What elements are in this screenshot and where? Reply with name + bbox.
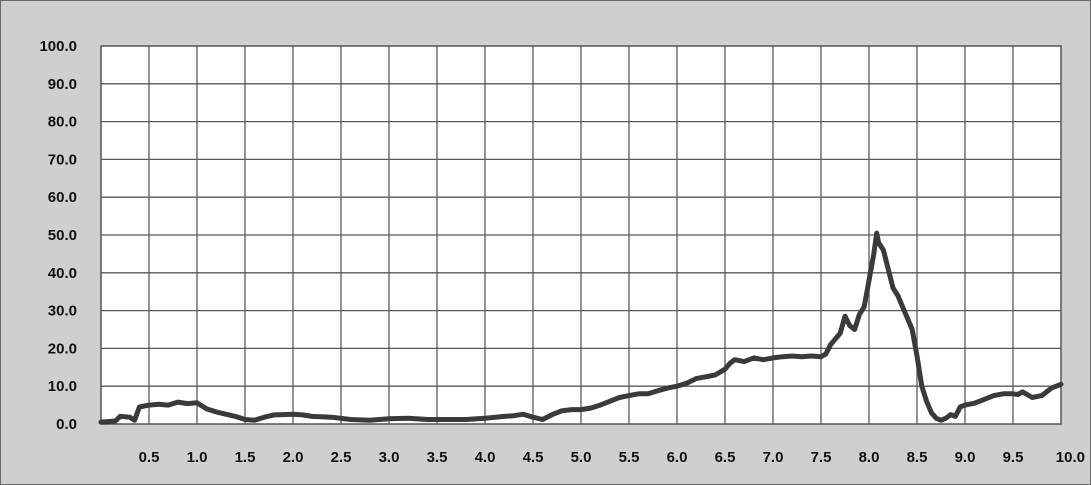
- y-tick-label: 0.0: [56, 416, 77, 433]
- x-tick-label: 3.0: [379, 449, 400, 466]
- x-tick-label: 3.5: [427, 449, 448, 466]
- y-axis-tick-labels: 0.0 10.0 20.0 30.0 40.0 50.0 60.0 70.0 80.0 90.0 1…: [39, 38, 77, 433]
- x-axis-tick-labels: 0.5 1.0 1.5 2.0 2.5 3.0 3.5 4.0 4.5 5.0 5.5 6.0 6.5 7…: [139, 449, 1085, 466]
- y-tick-label: 30.0: [48, 303, 77, 320]
- x-tick-label: 0.5: [139, 449, 160, 466]
- x-tick-label: 7.0: [763, 449, 784, 466]
- series-line-0: [98, 230, 1064, 425]
- y-tick-label: 70.0: [48, 151, 77, 168]
- y-tick-label: 10.0: [48, 378, 77, 395]
- x-tick-label: 7.5: [811, 449, 832, 466]
- x-tick-label: 4.0: [475, 449, 496, 466]
- x-tick-label: 5.0: [571, 449, 592, 466]
- x-tick-label: 2.5: [331, 449, 352, 466]
- grid-lines: [101, 46, 1061, 424]
- x-tick-label: 6.0: [667, 449, 688, 466]
- x-tick-label: 4.5: [523, 449, 544, 466]
- x-tick-label: 1.0: [187, 449, 208, 466]
- y-tick-label: 80.0: [48, 114, 77, 131]
- y-tick-label: 20.0: [48, 340, 77, 357]
- y-tick-label: 100.0: [39, 38, 77, 55]
- x-tick-label: 8.0: [859, 449, 880, 466]
- y-tick-label: 40.0: [48, 265, 77, 282]
- x-tick-label: 9.5: [1003, 449, 1024, 466]
- y-tick-label: 90.0: [48, 76, 77, 93]
- x-tick-label: 2.0: [283, 449, 304, 466]
- x-tick-label: 5.5: [619, 449, 640, 466]
- x-tick-label: 1.5: [235, 449, 256, 466]
- x-tick-label: 9.0: [955, 449, 976, 466]
- series-layer: [98, 230, 1064, 425]
- y-tick-label: 50.0: [48, 227, 77, 244]
- x-tick-label: 10.0: [1056, 449, 1085, 466]
- y-tick-label: 60.0: [48, 189, 77, 206]
- x-tick-label: 8.5: [907, 449, 928, 466]
- x-tick-label: 6.5: [715, 449, 736, 466]
